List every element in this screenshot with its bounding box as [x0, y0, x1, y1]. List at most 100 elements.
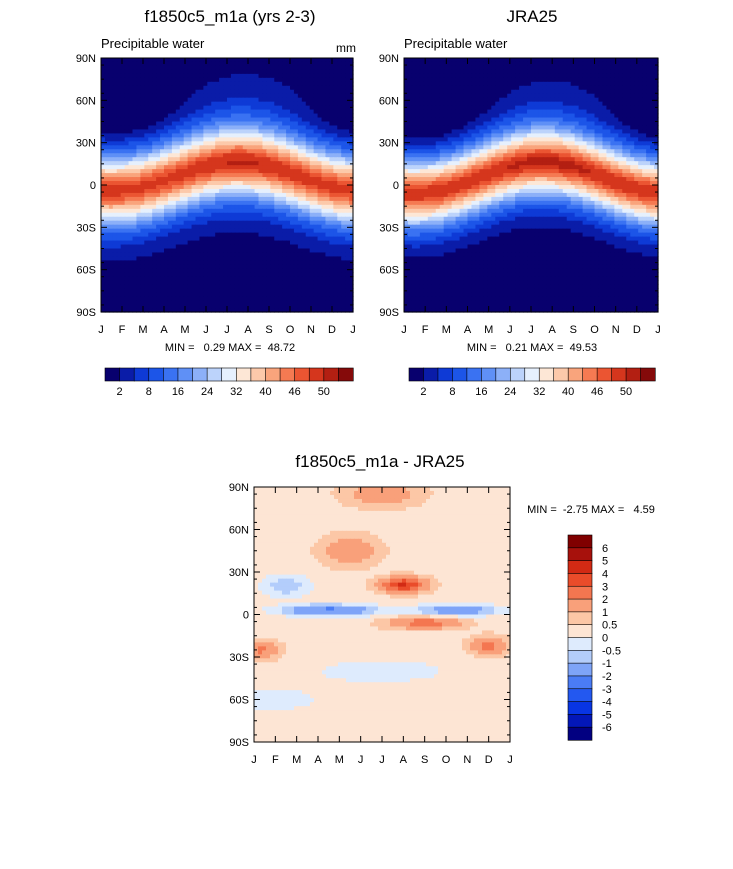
field-cell [175, 77, 181, 83]
field-cell [101, 264, 106, 269]
field-cell [152, 149, 157, 154]
field-cell [321, 101, 327, 107]
field-cell [274, 244, 279, 250]
field-cell [199, 81, 204, 87]
field-cell [463, 81, 469, 87]
field-cell [211, 177, 216, 182]
field-cell [262, 204, 267, 210]
field-cell [250, 173, 256, 178]
field-cell [238, 81, 244, 87]
field-cell [116, 204, 122, 210]
field-cell [471, 101, 477, 107]
field-cell [101, 58, 106, 63]
field-cell [345, 161, 350, 166]
field-cell [227, 181, 232, 186]
field-cell [483, 61, 488, 67]
field-cell [321, 89, 327, 95]
field-cell [144, 153, 149, 158]
field-cell [132, 81, 138, 87]
field-cell [258, 77, 264, 83]
field-cell [250, 81, 256, 87]
field-cell [246, 97, 252, 103]
field-cell [116, 260, 122, 265]
field-cell [116, 165, 122, 170]
field-cell [345, 145, 350, 150]
field-cell [136, 149, 141, 154]
field-cell [187, 137, 193, 142]
field-cell [199, 125, 204, 131]
field-cell [301, 137, 307, 142]
field-cell [160, 252, 165, 258]
field-cell [503, 65, 508, 71]
field-cell [242, 188, 248, 194]
field-cell [203, 264, 208, 269]
field-cell [266, 133, 271, 138]
field-cell [404, 81, 409, 87]
field-cell [187, 161, 193, 166]
field-cell [594, 89, 600, 95]
field-cell [345, 157, 350, 162]
field-cell [124, 77, 130, 83]
field-cell [171, 125, 177, 131]
field-cell [211, 248, 216, 254]
field-cell [451, 69, 457, 75]
field-cell [144, 308, 149, 313]
field-cell [116, 65, 122, 71]
field-cell [293, 157, 299, 162]
field-cell [638, 61, 643, 67]
field-cell [191, 145, 197, 150]
field-cell [148, 260, 153, 265]
field-cell [262, 288, 267, 293]
field-cell [156, 208, 161, 214]
field-cell [278, 105, 283, 111]
field-cell [144, 196, 149, 202]
field-cell [187, 157, 193, 162]
field-cell [179, 216, 185, 222]
field-cell [542, 77, 548, 83]
field-cell [309, 173, 315, 178]
field-cell [179, 308, 185, 313]
field-cell [187, 129, 193, 135]
field-cell [278, 264, 283, 269]
field-cell [411, 77, 417, 83]
field-cell [297, 300, 303, 305]
field-cell [337, 69, 342, 75]
field-cell [112, 204, 118, 210]
field-cell [274, 212, 279, 218]
field-cell [250, 97, 256, 103]
field-cell [317, 224, 323, 230]
field-cell [499, 93, 504, 99]
field-cell [156, 196, 161, 202]
field-cell [144, 81, 149, 87]
field-cell [293, 292, 299, 297]
field-cell [207, 105, 212, 111]
field-cell [246, 177, 252, 182]
field-cell [132, 177, 138, 182]
field-cell [164, 137, 169, 142]
field-cell [230, 192, 236, 198]
field-cell [238, 280, 244, 285]
field-cell [341, 149, 346, 154]
field-cell [238, 304, 244, 309]
field-cell [211, 240, 216, 246]
field-cell [238, 288, 244, 293]
field-cell [266, 240, 271, 246]
field-cell [164, 161, 169, 166]
field-cell [175, 224, 181, 230]
field-cell [175, 308, 181, 313]
field-cell [317, 248, 323, 254]
field-cell [554, 101, 560, 107]
field-cell [116, 109, 122, 115]
field-cell [246, 304, 252, 309]
field-cell [223, 113, 228, 119]
field-cell [242, 300, 248, 305]
field-cell [301, 204, 307, 210]
field-cell [286, 169, 291, 174]
field-cell [140, 121, 145, 127]
field-cell [297, 129, 303, 135]
field-cell [171, 181, 177, 186]
field-cell [270, 188, 275, 194]
field-cell [132, 121, 138, 127]
field-cell [246, 153, 252, 158]
field-cell [230, 133, 236, 138]
